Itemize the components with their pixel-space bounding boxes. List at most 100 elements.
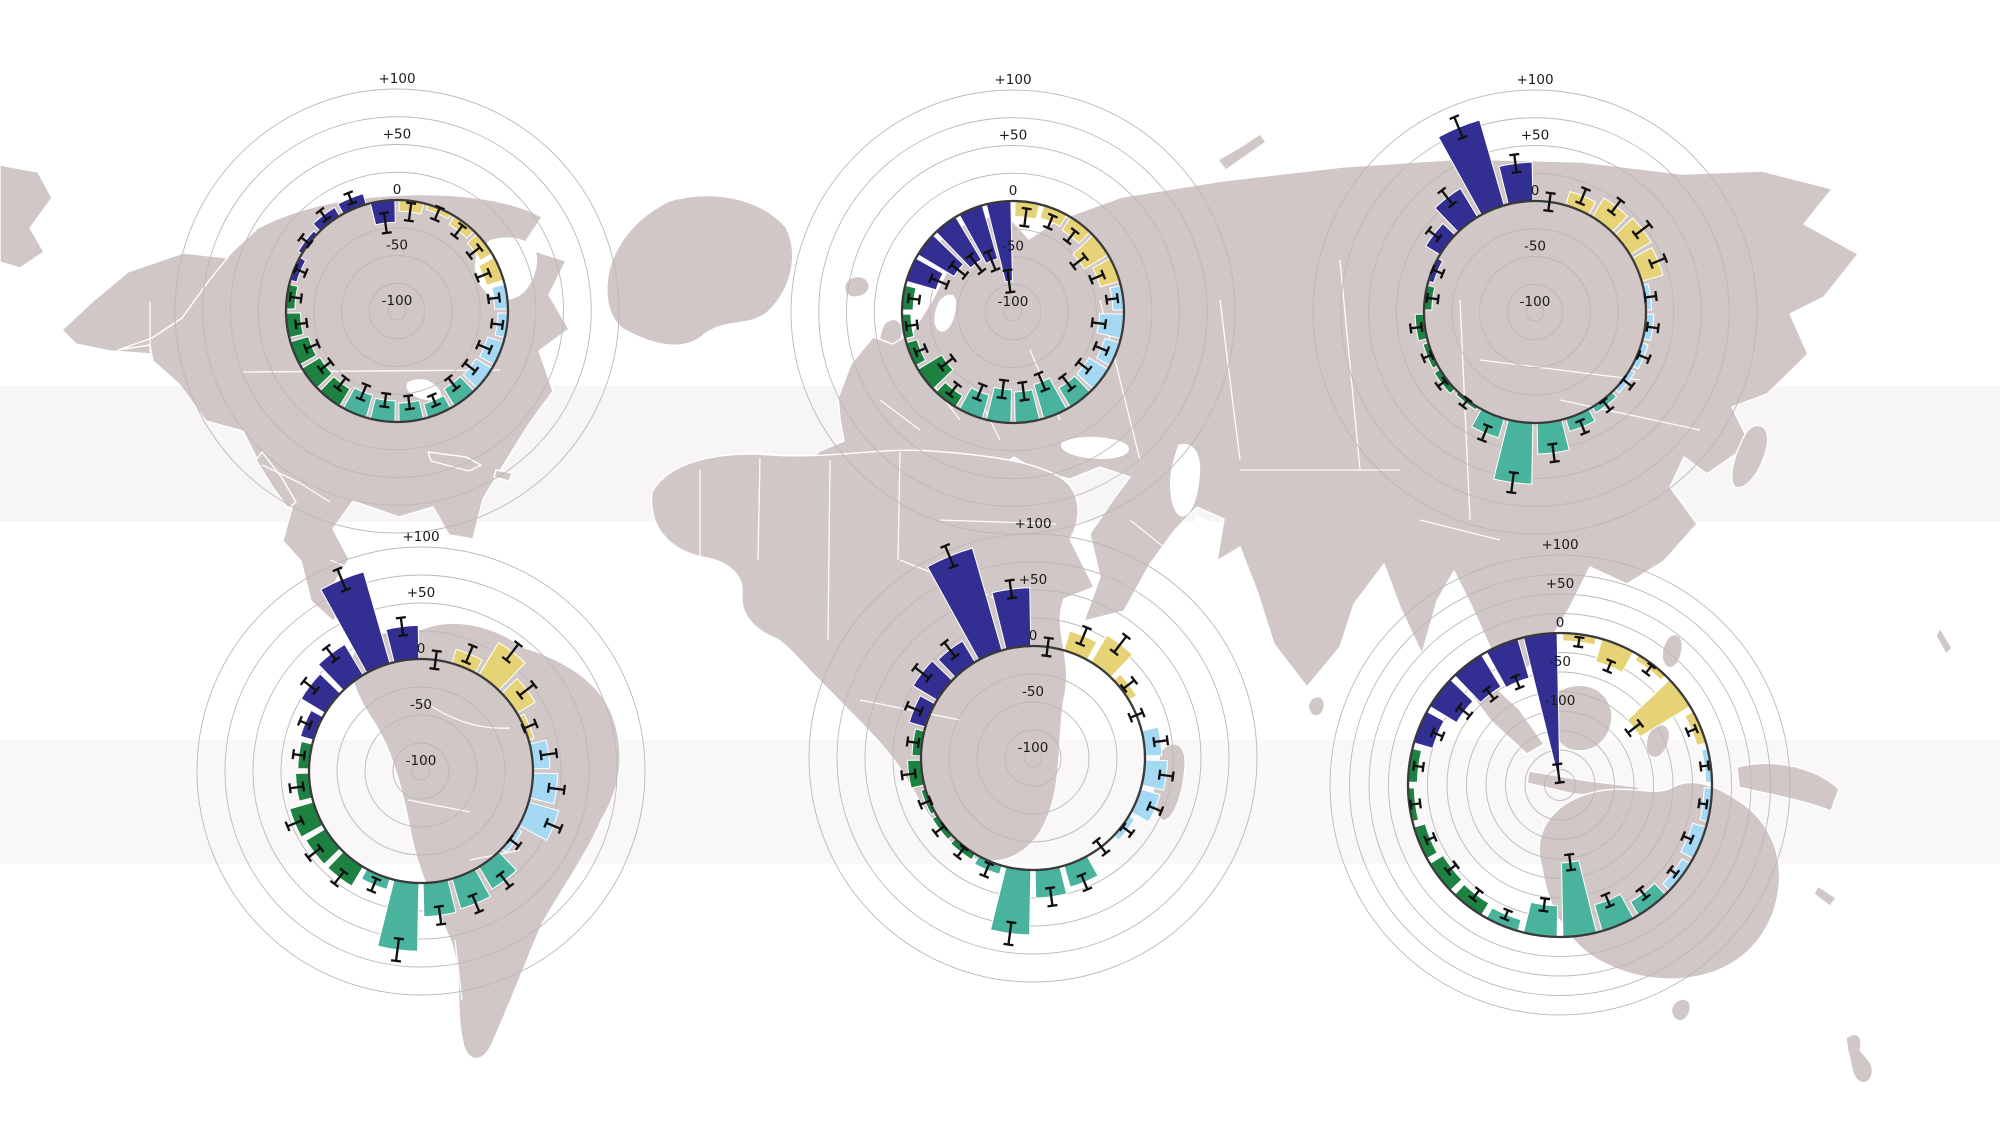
error-bar-cap [1070,227,1080,235]
error-bar-cap [1408,323,1413,334]
error-bar [1619,374,1636,391]
zero-ring [1406,631,1714,939]
error-bar [1017,380,1030,402]
error-bar-cap [1033,370,1044,377]
grid-ring [387,301,407,321]
error-bar-stem [491,322,503,327]
error-bar-stem [518,683,535,697]
error-bar [1424,225,1443,244]
zero-ring [919,644,1147,872]
error-bar-cap [949,353,958,363]
error-bar [1543,191,1556,213]
error-bar-cap [1554,780,1565,785]
axis-label: -50 [1524,239,1546,255]
error-bar-cap [1509,673,1521,680]
error-bar-cap [340,586,352,593]
error-bar [315,206,332,224]
error-bar-cap [913,768,918,779]
error-bar-cap [1574,635,1585,640]
landmass-siberia-wrap-west [0,164,53,269]
error-bar-cap [1693,723,1700,734]
error-bar-cap [917,799,924,810]
grid-ring [818,117,1208,507]
grid-ring [174,88,620,534]
error-bar-stem [1547,192,1552,211]
error-bar-cap [905,736,910,747]
error-bar-stem [1106,297,1118,301]
error-bar-stem [505,643,520,661]
error-bar [520,718,539,734]
error-bar-cap [1005,290,1016,294]
error-bar-stem [305,342,319,350]
axis-label: 0 [1556,615,1565,631]
error-bar [1698,760,1711,772]
error-bar [1449,114,1468,141]
error-bar-cap [900,770,904,781]
error-bar [906,293,922,305]
error-bar-cap [931,828,940,838]
error-bar-cap [460,358,469,368]
error-bar-cap [299,676,308,686]
error-bar [939,638,960,661]
error-bar-cap [1115,293,1120,304]
error-bar [332,373,351,393]
grid-ring [1312,89,1758,535]
error-bar-cap [922,343,929,354]
error-bar-cap [326,357,335,367]
error-bar-cap [1457,134,1468,141]
error-bar-cap [1509,152,1520,157]
error-bar [1666,864,1681,879]
landmass-greenland [606,195,794,346]
error-bar-stem [1092,321,1106,326]
axis-label: -100 [1018,740,1049,756]
error-bar-stem [1627,722,1642,734]
error-bar-cap [347,200,358,207]
error-bar [1574,185,1592,207]
error-bar-cap [429,216,440,223]
error-bar-cap [1443,866,1452,877]
error-bar-cap [1447,200,1458,209]
error-bar-cap [1439,268,1446,279]
error-bar-cap [467,892,478,899]
error-bar-cap [1672,869,1681,879]
error-bar-cap [1549,459,1560,464]
error-bar-cap [1100,269,1107,280]
landmass-tasmania [1670,998,1691,1022]
error-bar-cap [904,320,909,332]
error-bar-cap [1084,365,1093,375]
error-bar-cap [1429,264,1436,275]
error-bar [1538,896,1551,913]
error-bar-cap [1654,290,1658,302]
error-bar-cap [1643,292,1647,303]
error-bar [1423,831,1438,846]
error-bar [1573,635,1585,649]
error-bar-stem [407,395,412,410]
error-bar-cap [332,566,343,573]
error-bar-cap [1619,374,1628,385]
grid-ring [1329,554,1791,1016]
error-bar-stem [499,873,511,888]
error-bar-cap [505,834,514,844]
error-bar-stem [1480,425,1489,441]
error-bar-cap [1044,886,1056,890]
error-bar-cap [1436,294,1440,305]
error-bar-cap [1635,349,1642,360]
grid-ring [336,686,506,856]
error-bar-cap [1511,170,1522,175]
error-bar-cap [1157,769,1162,780]
error-bar [403,201,417,223]
error-bar-cap [296,715,303,726]
error-bar [1443,860,1461,877]
error-bar-cap [1605,902,1616,909]
error-bar-cap [1043,636,1054,640]
error-bar-cap [1463,395,1473,404]
error-bar-cap [996,396,1007,400]
axis-label: +50 [407,585,436,601]
error-bar-stem [1457,706,1471,717]
error-bar-cap [443,373,454,382]
error-bar-cap [1074,357,1083,367]
error-bar [304,843,325,863]
polar-chart-south-america: +100 +50 0 -50 -100 [196,529,646,996]
grid-ring [892,617,1174,899]
